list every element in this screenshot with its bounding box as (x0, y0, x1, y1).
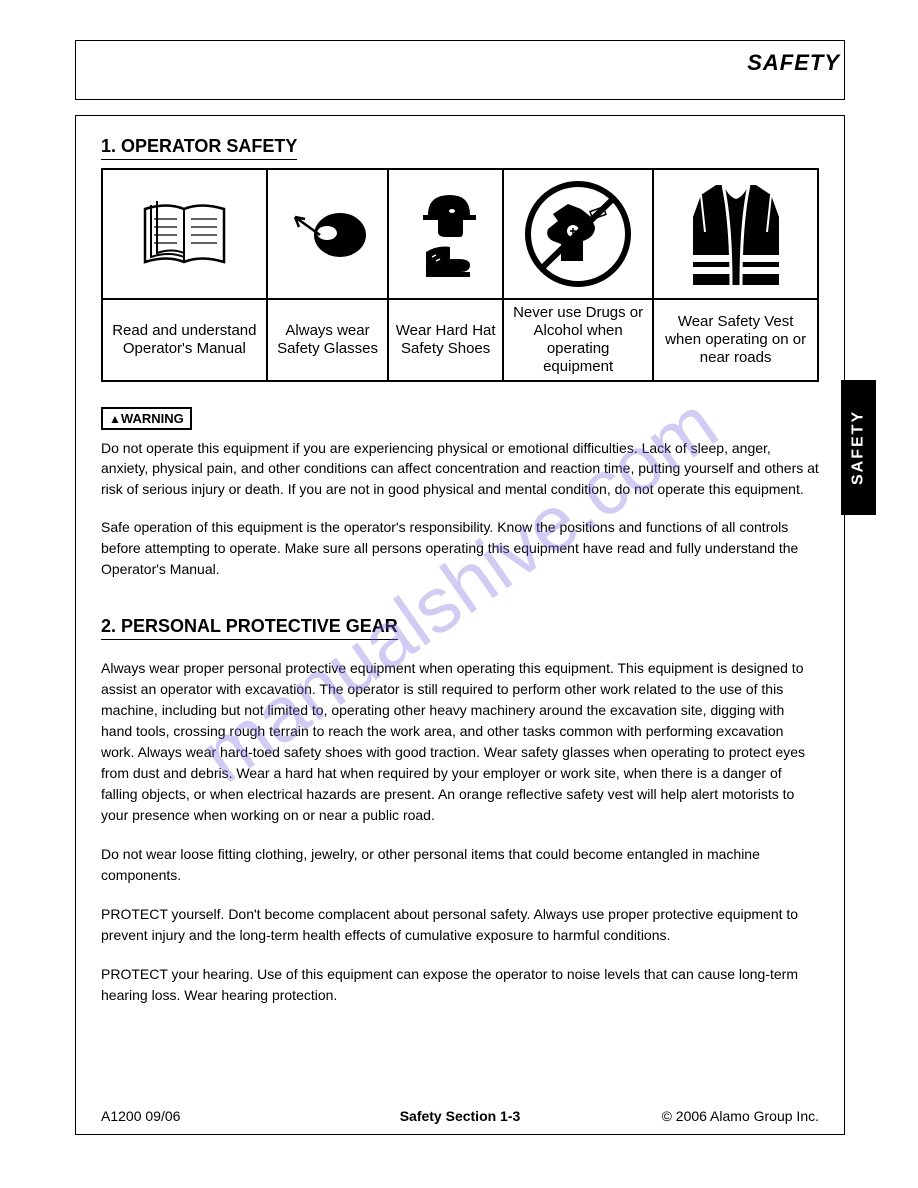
warning-label: WARNING (121, 411, 184, 426)
icon-label-4: Wear Safety Vest when operating on or ne… (653, 299, 818, 381)
icon-cell-manual (102, 169, 267, 299)
footer-left: A1200 09/06 (101, 1108, 180, 1124)
body-text-3: Do not wear loose fitting clothing, jewe… (101, 844, 819, 886)
no-drugs-icon (523, 179, 633, 289)
icon-label-1: Always wear Safety Glasses (267, 299, 389, 381)
icon-label-0: Read and understand Operator's Manual (102, 299, 267, 381)
section-title-2: 2. PERSONAL PROTECTIVE GEAR (101, 616, 398, 640)
header-frame (75, 40, 845, 100)
safety-icons-table: Read and understand Operator's Manual Al… (101, 168, 819, 382)
manual-icon (137, 197, 232, 272)
body-text-2: Always wear proper personal protective e… (101, 658, 819, 826)
safety-vest-icon (681, 177, 791, 292)
warning-text: Do not operate this equipment if you are… (101, 438, 819, 499)
icon-cell-vest (653, 169, 818, 299)
section-title-1: 1. OPERATOR SAFETY (101, 136, 297, 160)
icon-cell-hardhat (388, 169, 503, 299)
page-content: 1. OPERATOR SAFETY (76, 116, 844, 1040)
body-text-4: PROTECT yourself. Don't become complacen… (101, 904, 819, 946)
side-tab: SAFETY (841, 380, 876, 515)
warning-triangle-icon: ▲ (109, 412, 121, 426)
icon-label-3: Never use Drugs or Alcohol when operatin… (503, 299, 653, 381)
footer-right: © 2006 Alamo Group Inc. (662, 1108, 819, 1124)
safety-glasses-icon (285, 197, 370, 272)
page-frame: 1. OPERATOR SAFETY (75, 115, 845, 1135)
header-title: SAFETY (747, 50, 840, 76)
body-text-1: Safe operation of this equipment is the … (101, 517, 819, 580)
body-text-5: PROTECT your hearing. Use of this equipm… (101, 964, 819, 1006)
footer-center: Safety Section 1-3 (400, 1108, 521, 1124)
warning-badge: ▲WARNING (101, 407, 192, 430)
icon-label-2: Wear Hard Hat Safety Shoes (388, 299, 503, 381)
hardhat-shoes-icon (408, 187, 483, 282)
icon-cell-nodrugs (503, 169, 653, 299)
icon-cell-glasses (267, 169, 389, 299)
